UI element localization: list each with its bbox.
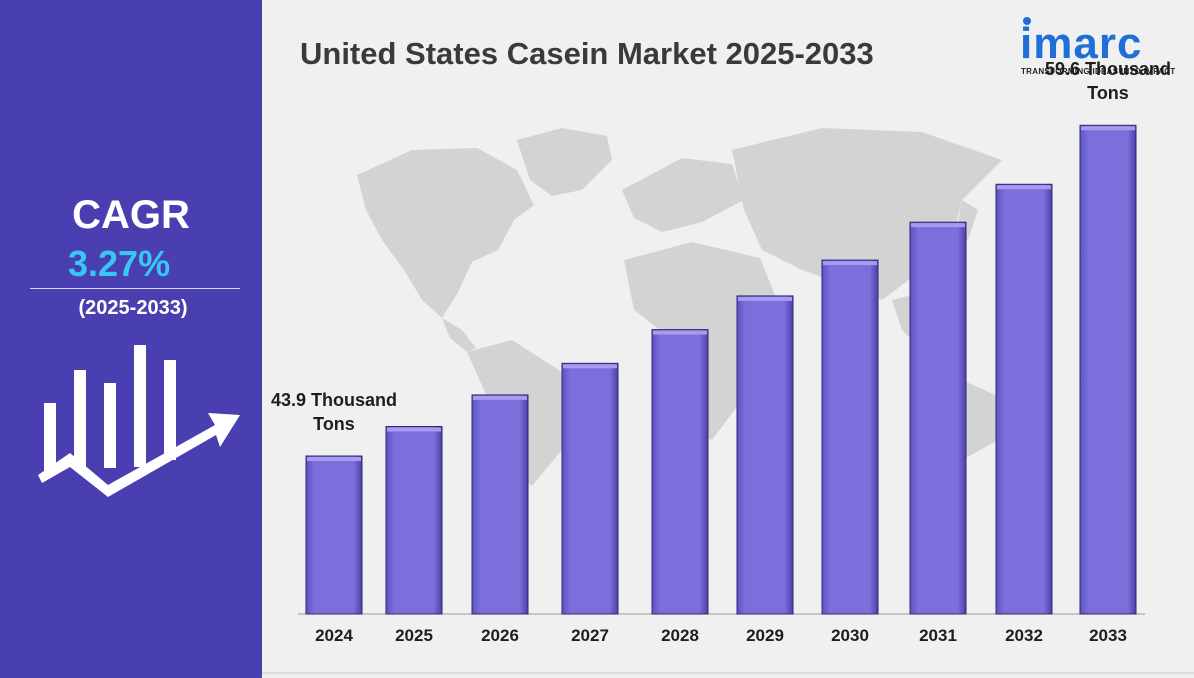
x-tick-label-2030: 2030 [831, 626, 869, 645]
x-tick-label-2026: 2026 [481, 626, 519, 645]
bar-2029 [736, 295, 794, 615]
cagr-sidebar: CAGR 3.27% (2025-2033) [0, 0, 262, 678]
bar-2030 [821, 259, 879, 615]
x-tick-label-2025: 2025 [395, 626, 433, 645]
bar-rect-2029 [736, 295, 794, 615]
bar-cap-2028 [653, 330, 707, 335]
bar-cap-2030 [823, 261, 877, 266]
x-tick-label-2032: 2032 [1005, 626, 1043, 645]
bar-rect-2024 [305, 455, 363, 615]
bar-2033 [1079, 124, 1137, 615]
bottom-rule [262, 672, 1194, 674]
x-tick-label-2031: 2031 [919, 626, 957, 645]
cagr-label: CAGR [72, 193, 190, 237]
bar-cap-2029 [738, 296, 792, 301]
bar-2028 [651, 329, 709, 615]
x-tick-label-2029: 2029 [746, 626, 784, 645]
bar-growth-arrow-icon [38, 345, 240, 497]
bar-cap-2031 [911, 223, 965, 228]
bar-rect-2032 [995, 183, 1053, 615]
bar-cap-2025 [387, 427, 441, 432]
bar-cap-2033 [1081, 126, 1135, 131]
bar-rect-2025 [385, 426, 443, 615]
bar-cap-2027 [563, 364, 617, 369]
bar-2024 [305, 455, 363, 615]
cagr-divider [30, 288, 240, 289]
x-tick-label-2028: 2028 [661, 626, 699, 645]
cagr-value: 3.27% [68, 243, 171, 284]
x-tick-label-2027: 2027 [571, 626, 609, 645]
bar-cap-2024 [307, 457, 361, 462]
bar-rect-2031 [909, 221, 967, 615]
x-tick-label-2024: 2024 [315, 626, 353, 645]
data-label-2033: 59.6 Thousand Tons [1044, 59, 1172, 104]
bar-2032 [995, 183, 1053, 615]
bar-cap-2032 [997, 185, 1051, 190]
bar-2027 [561, 362, 619, 615]
logo-tagline: TRANSFORMING IDEAS INTO IMPACT [1021, 67, 1176, 76]
bar-rect-2027 [561, 362, 619, 615]
logo-wordmark: imarc [1020, 19, 1143, 68]
bar-rect-2026 [471, 394, 529, 615]
data-label-2024: 43.9 Thousand Tons [270, 390, 398, 434]
bar-2026 [471, 394, 529, 615]
cagr-period: (2025-2033) [78, 297, 188, 319]
x-tick-label-2033: 2033 [1089, 626, 1127, 645]
page-title: United States Casein Market 2025-2033 [300, 36, 874, 71]
logo-dot [1023, 17, 1031, 25]
bar-2031 [909, 221, 967, 615]
bar-rect-2028 [651, 329, 709, 615]
bar-rect-2030 [821, 259, 879, 615]
bar-rect-2033 [1079, 124, 1137, 615]
bar-2025 [385, 426, 443, 615]
bar-cap-2026 [473, 395, 527, 400]
imarc-logo: imarc TRANSFORMING IDEAS INTO IMPACT [1018, 8, 1182, 78]
